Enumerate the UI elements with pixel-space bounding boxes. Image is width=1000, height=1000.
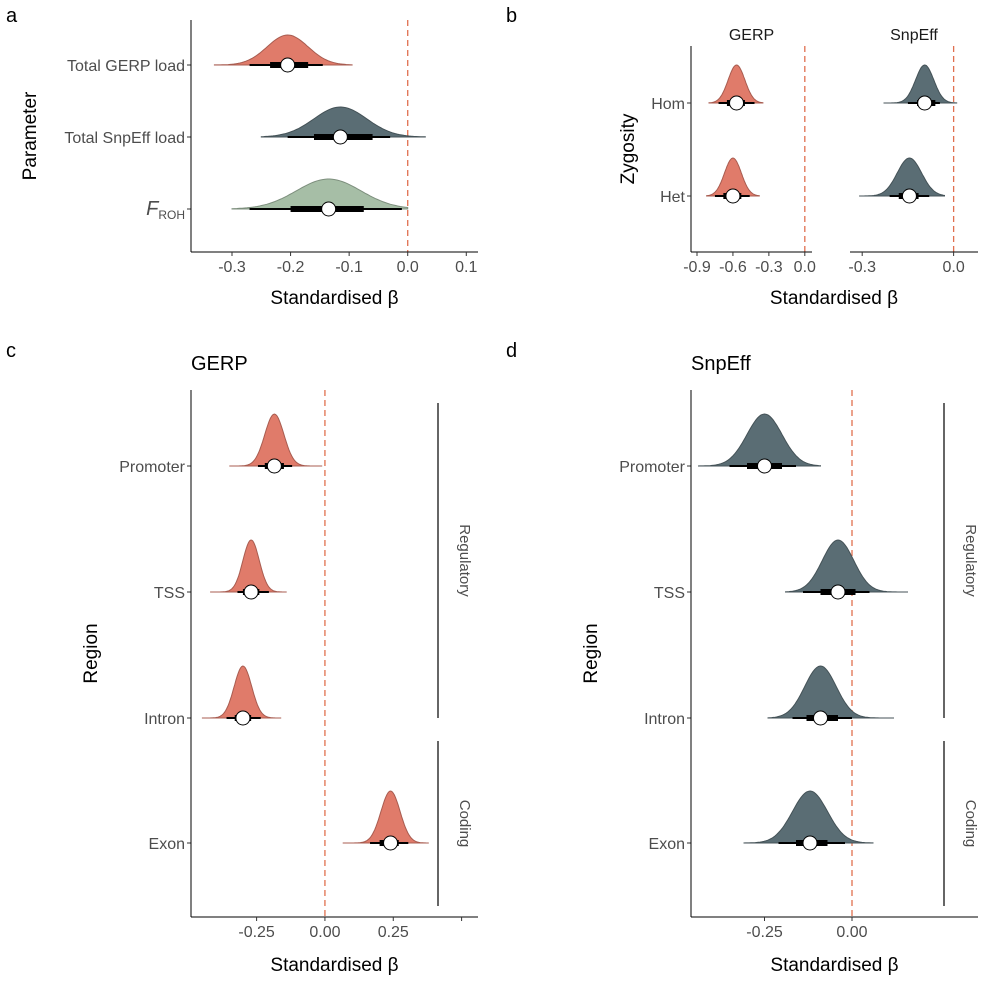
panel-a-total-snpeff-load-median-point [332, 129, 348, 145]
panel-d-x-tick-label: 0.00 [836, 924, 867, 941]
panel-d-y-tick-label: Intron [644, 711, 685, 728]
panel-b-facet-gerp-label: GERP [729, 27, 774, 44]
panel-b-facet-snpeff-het-median-point [901, 188, 917, 204]
panel-a-y-tick-label: Total SnpEff load [64, 130, 185, 147]
panel-d-intron-density [767, 665, 894, 719]
panel-a-x-tick-label: 0.1 [455, 259, 477, 276]
panel-a-f-median-point [321, 201, 337, 217]
panel-a-y-axis-title: Parameter [20, 91, 41, 180]
panel-c-y-tick-label: Promoter [119, 459, 185, 476]
panel-d-exon-median-point [802, 835, 818, 851]
panel-a-x-axis-title: Standardised β [270, 288, 398, 309]
panel-c-title: GERP [191, 353, 248, 375]
panel-d-tss-density [785, 539, 908, 593]
panel-a-f-density [231, 178, 409, 210]
panel-c-tss-density [210, 539, 287, 593]
panel-b-y-tick-label: Hom [651, 96, 685, 113]
panel-b-facet-gerp-x-tick-label: -0.9 [683, 259, 711, 276]
panel-a-total-snpeff-load-density [260, 106, 426, 138]
panel-b-facet-snpeff-het-density [859, 157, 945, 197]
panel-b-facet-gerp-het-density [706, 157, 760, 197]
panel-b: GERP -0.9 -0.6 -0.3 0.0 Hom Het SnpEff -0.3 0.0 St… [618, 27, 978, 309]
panel-b-facet-gerp-hom-median-point [729, 95, 745, 111]
panel-d-y-axis-title: Region [581, 623, 602, 683]
panel-d-x-axis-title: Standardised β [770, 955, 898, 976]
panel-c-exon-median-point [383, 835, 399, 851]
panel-c-y-tick-label: Exon [149, 836, 185, 853]
panel-c-exon-density [342, 790, 429, 844]
panel-b-y-axis-title: Zygosity [618, 113, 639, 184]
panel-b-facet-gerp-x-tick-label: -0.3 [755, 259, 783, 276]
panel-b-facet-gerp-x-tick-label: 0.0 [794, 259, 816, 276]
panel-b-facet-snpeff-hom-density [883, 64, 958, 104]
panel-c-promoter-density [229, 413, 323, 467]
panel-a-y-label-sub: ROH [158, 208, 185, 222]
panel-c-y-tick-label: TSS [154, 585, 185, 602]
panel-b-facet-gerp-het-median-point [725, 188, 741, 204]
panel-b-y-tick-label: Het [660, 189, 685, 206]
panel-d-promoter-density [697, 413, 821, 467]
panel-c-intron-median-point [235, 710, 251, 726]
panel-a-x-tick-label: -0.3 [218, 259, 246, 276]
panel-d-bracket-label: Regulatory [962, 524, 979, 597]
panel-b-x-axis-title: Standardised β [770, 288, 898, 309]
panel-d-exon-density [743, 790, 874, 844]
panel-a-x-tick-label: 0.0 [397, 259, 419, 276]
panel-c-bracket-label: Coding [456, 800, 473, 848]
panel-a-y-label-main: F [146, 198, 160, 220]
panel-c-y-tick-label: Intron [144, 711, 185, 728]
panel-a: Total GERP load Total SnpEff load FROH -0.3… [20, 20, 478, 309]
panel-b-facet-snpeff-label: SnpEff [890, 27, 938, 44]
panel-c-x-tick-label: -0.25 [238, 924, 275, 941]
panel-c-x-tick-label: 0.25 [378, 924, 409, 941]
panel-d-y-tick-label: Promoter [619, 459, 685, 476]
panel-d-intron-median-point [813, 710, 828, 726]
panel-b-facet-snpeff-x-tick-label: -0.3 [848, 259, 876, 276]
panel-d-bracket-label: Coding [962, 800, 979, 848]
panel-a-total-gerp-load-density [213, 34, 353, 66]
panel-d-title: SnpEff [691, 353, 751, 375]
panel-c-bracket-label: Regulatory [456, 524, 473, 597]
panel-d: SnpEff Promoter TSS Intron Exon -0.25 0.00 Regu… [581, 353, 979, 976]
panel-d-y-tick-label: Exon [649, 836, 685, 853]
panel-d-promoter-median-point [757, 458, 772, 474]
panel-b-facet-gerp-x-tick-label: -0.6 [719, 259, 747, 276]
panel-a-letter: a [6, 5, 18, 27]
panel-a-total-gerp-load-median-point [280, 57, 296, 73]
panel-a-y-tick-label: Total GERP load [67, 58, 185, 75]
panel-a-y-tick-label: FROH [146, 198, 185, 222]
panel-b-facet-gerp-hom-density [708, 64, 764, 104]
panel-c-promoter-median-point [266, 458, 282, 474]
panel-b-facet-snpeff-hom-median-point [917, 95, 933, 111]
panel-d-tss-median-point [830, 584, 846, 600]
panel-d-y-tick-label: TSS [654, 585, 685, 602]
panel-c-tss-median-point [243, 584, 259, 600]
panel-c-x-axis-title: Standardised β [270, 955, 398, 976]
panel-d-x-tick-label: -0.25 [746, 924, 783, 941]
panel-d-letter: d [506, 340, 517, 362]
panel-b-facet-snpeff-x-tick-label: 0.0 [942, 259, 964, 276]
panel-b-letter: b [506, 5, 517, 27]
panel-c-y-axis-title: Region [81, 623, 102, 683]
panel-a-x-tick-label: -0.2 [277, 259, 305, 276]
panel-a-x-tick-label: -0.1 [335, 259, 363, 276]
panel-c: GERP Promoter TSS Intron Exon -0.25 0.00 0.25 Re… [81, 353, 478, 976]
panel-c-intron-density [201, 665, 282, 719]
panel-c-x-tick-label: 0.00 [309, 924, 340, 941]
panel-c-letter: c [6, 340, 16, 362]
